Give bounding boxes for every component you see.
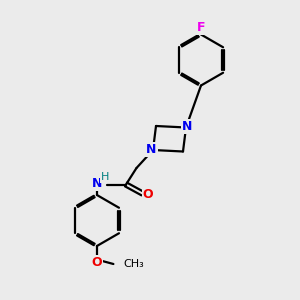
Text: O: O bbox=[142, 188, 153, 202]
Text: O: O bbox=[92, 256, 102, 269]
Text: CH₃: CH₃ bbox=[123, 259, 144, 269]
Text: F: F bbox=[197, 21, 205, 34]
Text: N: N bbox=[92, 177, 102, 190]
Text: N: N bbox=[182, 120, 193, 134]
Text: N: N bbox=[146, 143, 157, 156]
Text: H: H bbox=[101, 172, 109, 182]
